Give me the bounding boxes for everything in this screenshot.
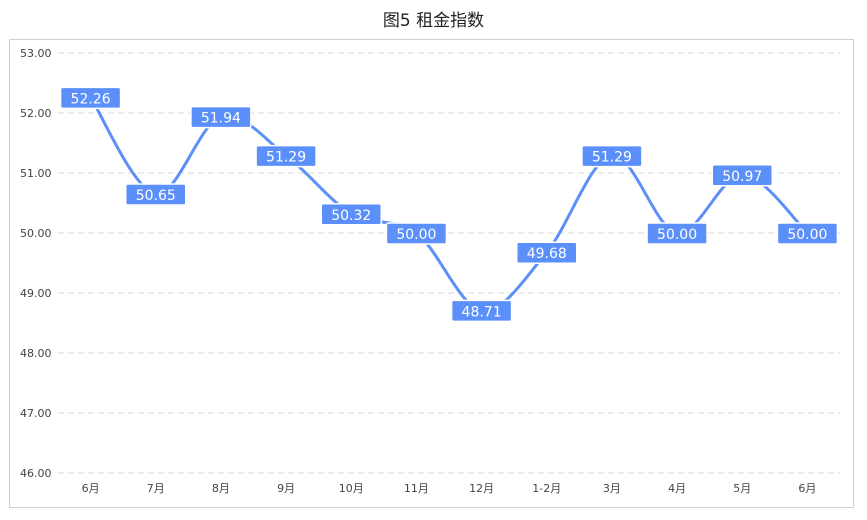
- x-tick-label: 6月: [82, 482, 100, 495]
- y-tick-label: 50.00: [20, 227, 52, 240]
- x-tick-label: 11月: [404, 482, 429, 495]
- data-label-box: [59, 86, 122, 110]
- data-label-box: [450, 299, 513, 323]
- data-label: 49.68: [516, 241, 578, 264]
- x-tick-label: 9月: [277, 482, 295, 495]
- x-tick-label: 5月: [733, 482, 751, 495]
- data-label-box: [385, 222, 448, 245]
- data-label-text: 49.68: [527, 246, 567, 262]
- data-label-text: 50.97: [722, 169, 762, 185]
- x-tick-label: 8月: [212, 482, 230, 495]
- y-tick-label: 51.00: [20, 167, 52, 180]
- data-label-text: 50.00: [787, 227, 827, 243]
- y-tick-label: 46.00: [20, 467, 52, 480]
- data-label-text: 48.71: [462, 304, 502, 320]
- data-label-text: 51.29: [266, 150, 306, 166]
- data-label-box: [320, 203, 382, 226]
- data-label: 51.29: [581, 144, 643, 168]
- data-label-text: 50.65: [136, 188, 176, 204]
- data-label: 50.00: [776, 222, 839, 245]
- data-labels: 52.26 50.65 51.94 51.29 50.32 50.00 48.71 49.68…: [59, 86, 839, 323]
- data-label-text: 52.26: [71, 91, 111, 107]
- data-label: 50.32: [320, 203, 382, 226]
- data-label-text: 50.00: [657, 227, 697, 243]
- x-tick-label: 10月: [339, 482, 364, 495]
- chart-frame: [9, 39, 854, 508]
- y-tick-label: 47.00: [20, 407, 52, 420]
- x-tick-label: 3月: [603, 482, 621, 495]
- data-label: 48.71: [450, 299, 513, 323]
- y-axis-ticks: 46.00 47.00 48.00 49.00 50.00 51.00 52.00 53.00: [20, 47, 52, 480]
- x-tick-label: 12月: [469, 482, 494, 495]
- series-line-path: [89, 95, 809, 312]
- data-label: 50.97: [711, 164, 773, 187]
- data-label-text: 50.00: [396, 227, 436, 243]
- x-axis-ticks: 6月 7月 8月 9月 10月 11月 12月 1-2月 3月 4月 5月 6月: [82, 482, 817, 495]
- gridlines: [58, 52, 840, 474]
- data-label-box: [190, 105, 252, 129]
- data-label-text: 51.29: [592, 150, 632, 166]
- x-tick-label: 7月: [147, 482, 165, 495]
- y-tick-label: 49.00: [20, 287, 52, 300]
- data-label: 51.94: [190, 105, 252, 129]
- data-label: 50.65: [125, 183, 187, 206]
- y-tick-label: 52.00: [20, 107, 52, 120]
- data-label-box: [516, 241, 578, 264]
- x-tick-label: 4月: [668, 482, 686, 495]
- data-label-text: 51.94: [201, 111, 241, 127]
- data-label-box: [125, 183, 187, 206]
- series-line: [89, 95, 809, 312]
- data-label: 50.00: [385, 222, 448, 245]
- data-label-text: 50.32: [331, 208, 371, 224]
- x-tick-label: 6月: [798, 482, 816, 495]
- data-label-box: [776, 222, 839, 245]
- data-label: 51.29: [255, 144, 317, 168]
- data-label: 52.26: [59, 86, 122, 110]
- data-label: 50.00: [646, 222, 708, 245]
- y-tick-label: 53.00: [20, 47, 52, 60]
- data-label-box: [646, 222, 708, 245]
- data-label-box: [255, 144, 317, 168]
- data-label-box: [711, 164, 773, 187]
- chart-title: 图5 租金指数: [382, 11, 485, 31]
- data-label-box: [581, 144, 643, 168]
- x-tick-label: 1-2月: [532, 482, 561, 495]
- y-tick-label: 48.00: [20, 347, 52, 360]
